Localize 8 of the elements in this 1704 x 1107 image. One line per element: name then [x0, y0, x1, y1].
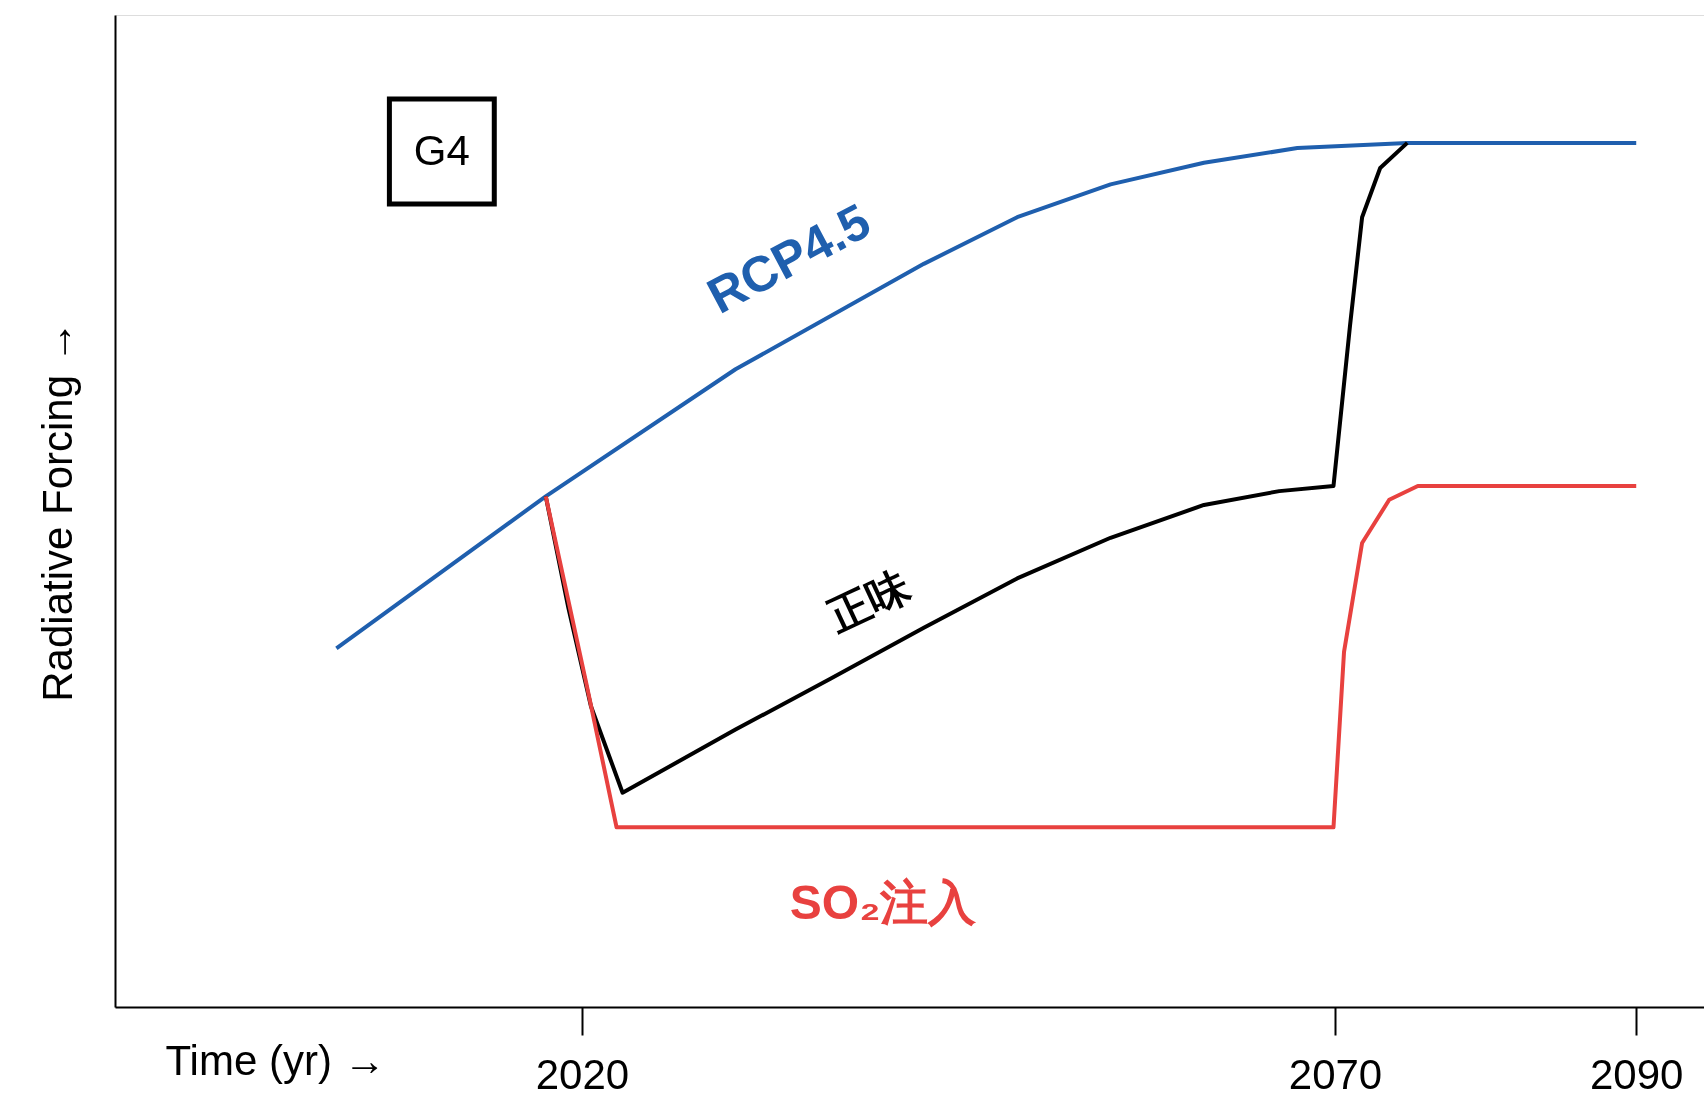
annotation: G4 — [413, 126, 470, 174]
x-tick-label: 2070 — [1288, 1050, 1383, 1098]
y-axis-title: Radiative Forcing → — [33, 321, 81, 702]
x-tick-label: 2090 — [1590, 1050, 1684, 1098]
series-label: SO₂注入 — [789, 876, 978, 930]
x-tick-label: 2020 — [535, 1050, 630, 1098]
text: 正味 — [820, 561, 918, 641]
x-axis-title: Time (yr) → — [165, 1036, 386, 1084]
